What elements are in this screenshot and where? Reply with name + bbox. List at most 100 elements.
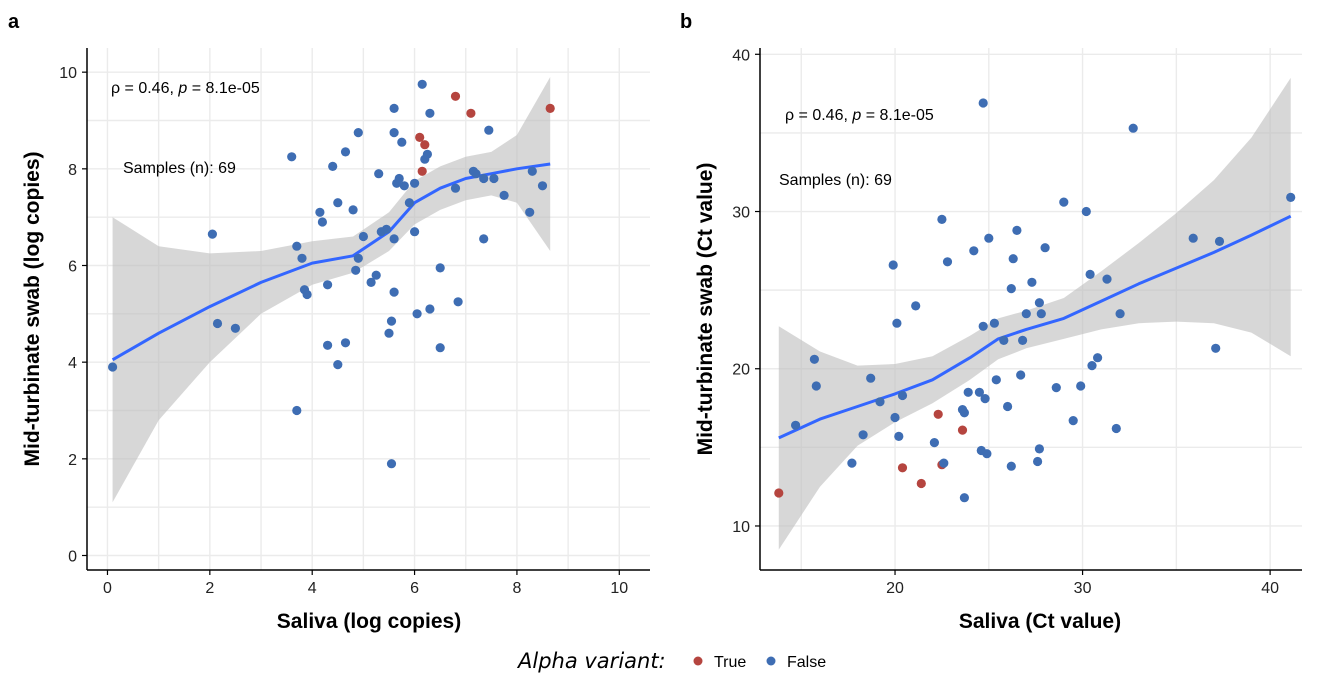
- panel-b-point-false: [1286, 192, 1296, 202]
- panel-a-y-tick-label: 2: [68, 452, 77, 469]
- panel-a-x-tick-label: 0: [103, 580, 112, 597]
- panel-a-point-false: [386, 316, 397, 326]
- panel-b-point-false: [911, 301, 921, 311]
- panel-b-point-false: [1188, 233, 1198, 243]
- panel-a-point-false: [450, 183, 461, 193]
- panel-b-point-false: [939, 458, 949, 468]
- panel-b-y-axis-title: Mid-turbinate swab (Ct value): [694, 163, 717, 456]
- panel-a-x-tick-label: 8: [512, 580, 521, 597]
- panel-b-point-false: [978, 321, 988, 331]
- panel-a-point-false: [397, 137, 407, 147]
- panel-a-point-false: [527, 166, 537, 176]
- panel-b-point-false: [1211, 343, 1221, 353]
- panel-b-point-false: [875, 397, 885, 407]
- panel-a-point-true: [415, 132, 425, 142]
- panel-a-y-axis-title: Mid-turbinate swab (log copies): [21, 151, 44, 466]
- panel-b-point-false: [989, 318, 1000, 328]
- panel-b-point-false: [959, 493, 970, 503]
- panel-b-point-false: [984, 233, 994, 243]
- panel-a-point-false: [410, 178, 420, 188]
- panel-b-point-false: [892, 318, 902, 328]
- panel-a-point-false: [404, 198, 414, 208]
- panel-b-point-false: [890, 412, 900, 423]
- panel-a-point-false: [287, 152, 297, 162]
- legend-title: Alpha variant:: [516, 649, 666, 673]
- panel-b-ribbon: [778, 77, 1291, 550]
- panel-b-point-false: [897, 390, 908, 401]
- panel-a-axes: 0 2 4 6 8 10 0 2 4 6 8 10: [59, 48, 650, 597]
- panel-b-point-true: [957, 425, 968, 435]
- panel-b-point-true: [774, 488, 784, 498]
- panel-a-point-false: [374, 169, 384, 179]
- panel-b-point-false: [1214, 236, 1225, 246]
- panel-b-x-tick-label: 30: [1074, 580, 1092, 597]
- panel-a-point-false: [435, 343, 445, 353]
- panel-b-point-false: [980, 394, 990, 404]
- panel-b-point-false: [999, 335, 1009, 345]
- panel-b-axes: 20 30 40 10 20 30 40: [732, 47, 1302, 597]
- panel-b-point-false: [978, 98, 988, 108]
- panel-a-y-tick-label: 10: [59, 65, 77, 82]
- panel-b-point-false: [1018, 335, 1028, 345]
- panel-b-point-false: [963, 387, 973, 397]
- panel-a-point-false: [207, 229, 217, 239]
- panel-b-point-false: [1093, 353, 1103, 363]
- panel-a-point-false: [479, 173, 489, 184]
- panel-b-point-false: [1034, 298, 1044, 308]
- panel-b-point-false: [1033, 456, 1043, 467]
- panel-b-point-false: [974, 387, 985, 397]
- panel-b-point-false: [1012, 225, 1022, 235]
- panel-a-point-false: [212, 318, 223, 329]
- panel-b-point-false: [1087, 361, 1097, 371]
- panel-b-x-tick-label: 40: [1261, 580, 1279, 597]
- panel-b-point-false: [1068, 416, 1078, 426]
- panel-a-point-false: [353, 253, 363, 263]
- panel-a-point-false: [394, 173, 404, 184]
- panel-b-point-false: [888, 260, 898, 270]
- panel-a-point-false: [297, 253, 307, 263]
- panel-b-point-false: [1008, 254, 1018, 264]
- legend-true-label: True: [714, 654, 746, 671]
- panel-a-point-false: [328, 161, 338, 171]
- panel-a-point-false: [425, 108, 435, 118]
- panel-b-point-false: [942, 257, 953, 267]
- panel-a-point-false: [340, 338, 351, 348]
- panel-a-point-false: [422, 149, 432, 159]
- panel-b-y-tick-label: 30: [732, 205, 750, 222]
- panel-b-letter: b: [680, 11, 692, 33]
- panel-b-point-false: [1115, 309, 1125, 319]
- panel-a-sample-count: Samples (n): 69: [123, 160, 236, 177]
- panel-b-point-false: [1006, 461, 1016, 471]
- panel-a-point-false: [537, 181, 548, 191]
- panel-a-ribbon: [112, 77, 551, 503]
- panel-b-point-false: [811, 381, 821, 391]
- panel-b-point-false: [959, 408, 970, 418]
- panel-b-point-true: [897, 463, 908, 473]
- panel-a-point-false: [302, 289, 312, 300]
- panel-a-point-false: [230, 323, 240, 333]
- panel-b-correlation-annotation: ρ = 0.46, p = 8.1e-05: [785, 107, 934, 124]
- panel-a-point-false: [108, 362, 118, 372]
- panel-a-point-true: [466, 108, 476, 118]
- panel-a-point-false: [525, 207, 535, 217]
- panel-a-point-false: [479, 234, 489, 244]
- panel-b-points: [774, 98, 1296, 503]
- panel-a-point-false: [425, 304, 435, 314]
- panel-a-x-tick-label: 4: [308, 580, 317, 597]
- panel-a-point-false: [371, 270, 381, 280]
- panel-a-point-false: [499, 190, 509, 200]
- panel-a-point-false: [315, 207, 325, 217]
- panel-a-point-false: [366, 277, 376, 287]
- panel-b-plot: 20 30 40 10 20 30 40 ρ = 0.46, p = 8.1e-05 Sam…: [694, 47, 1302, 633]
- panel-b-point-false: [1027, 277, 1037, 287]
- panel-a-point-false: [292, 405, 302, 416]
- panel-b-point-false: [847, 458, 857, 468]
- panel-a-points: [108, 79, 555, 469]
- legend-false-marker: [766, 656, 776, 666]
- panel-a-point-false: [292, 241, 302, 251]
- panel-b-point-true: [933, 409, 943, 419]
- panel-a-y-tick-label: 6: [68, 259, 77, 276]
- panel-a-y-tick-label: 8: [68, 162, 77, 179]
- panel-b-point-false: [1003, 401, 1013, 412]
